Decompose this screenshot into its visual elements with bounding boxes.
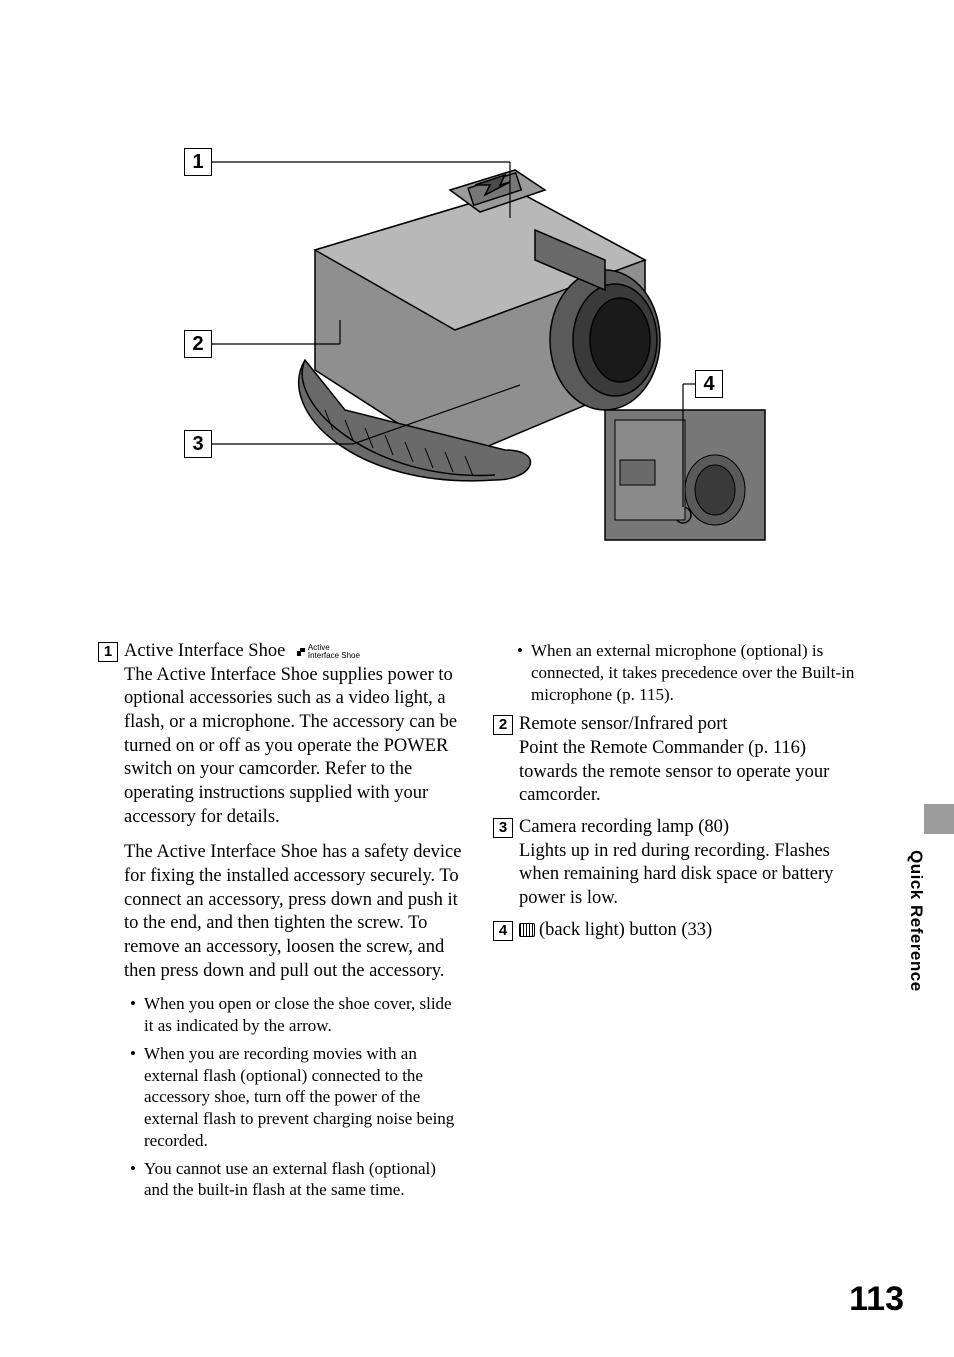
content-columns: 1 Active Interface Shoe Active Interface…	[98, 640, 858, 1215]
item-1-num: 1	[98, 642, 118, 662]
callout-2-num: 2	[192, 333, 203, 355]
item-1-title: Active Interface Shoe	[124, 641, 285, 661]
item-1-para-1: The Active Interface Shoe supplies power…	[124, 664, 463, 830]
item-2-body: Remote sensor/Infrared port Point the Re…	[519, 713, 858, 808]
item-2-para: Point the Remote Commander (p. 116) towa…	[519, 737, 858, 808]
item-1-body: Active Interface Shoe Active Interface S…	[124, 640, 463, 1207]
item-4-num: 4	[493, 921, 513, 941]
item-1-bullets: When you open or close the shoe cover, s…	[124, 993, 463, 1201]
item-1-bullet-3: You cannot use an external flash (option…	[144, 1158, 463, 1202]
item-4-body: (back light) button (33)	[519, 919, 858, 943]
callout-3-num: 3	[192, 433, 203, 455]
parts-diagram: 1 2 3 4	[175, 130, 775, 550]
callout-3: 3	[184, 430, 212, 458]
section-tab	[924, 804, 954, 834]
item-3-num: 3	[493, 818, 513, 838]
callout-1: 1	[184, 148, 212, 176]
right-column: When an external microphone (optional) i…	[493, 640, 858, 1215]
callout-4-num: 4	[703, 373, 714, 395]
callout-1-num: 1	[192, 151, 203, 173]
camcorder-illustration	[175, 130, 775, 550]
item-3: 3 Camera recording lamp (80) Lights up i…	[493, 816, 858, 911]
item-3-title: Camera recording lamp (80)	[519, 817, 729, 837]
right-top-bullets: When an external microphone (optional) i…	[493, 640, 858, 705]
item-1: 1 Active Interface Shoe Active Interface…	[98, 640, 463, 1207]
right-top-bullet: When an external microphone (optional) i…	[531, 640, 858, 705]
item-4-title: (back light) button (33)	[539, 920, 712, 940]
item-1-bullet-2: When you are recording movies with an ex…	[144, 1043, 463, 1152]
item-1-bullet-1: When you open or close the shoe cover, s…	[144, 993, 463, 1037]
item-1-para-2: The Active Interface Shoe has a safety d…	[124, 841, 463, 983]
callout-4: 4	[695, 370, 723, 398]
item-2-title: Remote sensor/Infrared port	[519, 714, 728, 734]
item-2-num: 2	[493, 715, 513, 735]
item-2: 2 Remote sensor/Infrared port Point the …	[493, 713, 858, 808]
item-3-para: Lights up in red during recording. Flash…	[519, 840, 858, 911]
item-3-body: Camera recording lamp (80) Lights up in …	[519, 816, 858, 911]
section-label: Quick Reference	[906, 850, 926, 992]
backlight-icon	[519, 923, 535, 937]
left-column: 1 Active Interface Shoe Active Interface…	[98, 640, 463, 1215]
page-number: 113	[849, 1280, 904, 1319]
shoe-icon-text-bottom: Interface Shoe	[308, 652, 360, 660]
callout-2: 2	[184, 330, 212, 358]
active-interface-shoe-icon: Active Interface Shoe	[294, 644, 360, 660]
item-4: 4 (back light) button (33)	[493, 919, 858, 943]
